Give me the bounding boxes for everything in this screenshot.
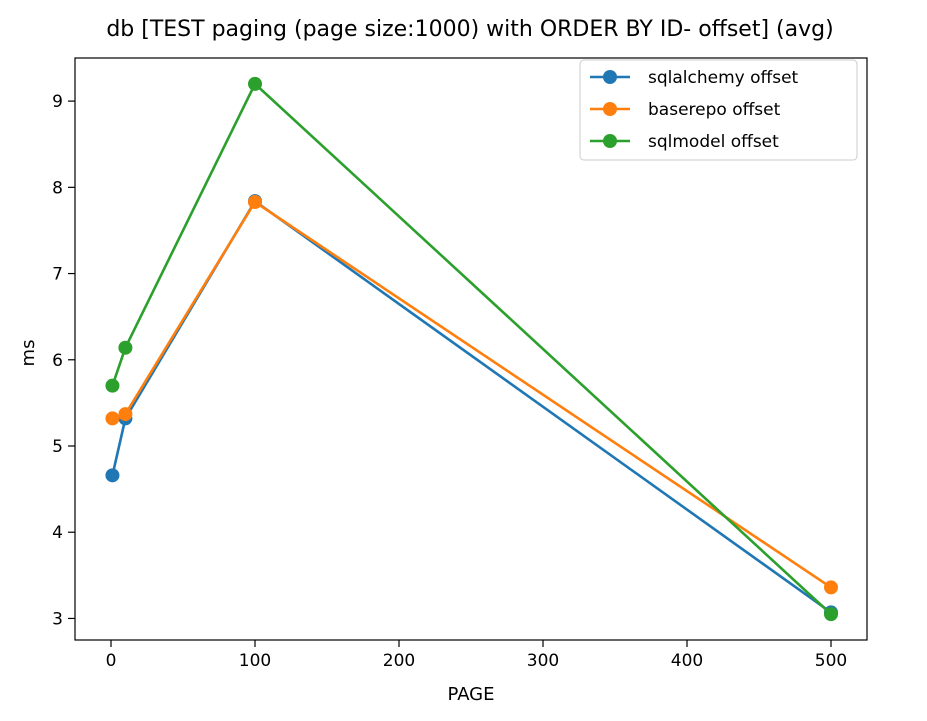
x-tick-label-0: 0	[106, 651, 117, 671]
series-2-point-0	[105, 378, 120, 393]
legend-marker-2	[603, 134, 617, 148]
y-tick-label-5: 8	[52, 178, 63, 198]
y-tick-label-6: 9	[52, 92, 63, 112]
x-tick-label-2: 200	[383, 651, 415, 671]
legend-label-0: sqlalchemy offset	[648, 68, 799, 88]
y-tick-label-1: 4	[52, 523, 63, 543]
x-tick-label-1: 100	[239, 651, 271, 671]
x-tick-label-3: 300	[527, 651, 559, 671]
legend-label-2: sqlmodel offset	[648, 132, 779, 152]
series-1-point-3	[824, 580, 838, 595]
legend-marker-0	[603, 70, 617, 84]
y-axis-label: ms	[18, 340, 39, 367]
legend: sqlalchemy offset baserepo offset sqlmodel…	[579, 59, 858, 161]
chart-title: db [TEST paging (page size:1000) with OR…	[106, 17, 833, 42]
series-1-point-2	[248, 194, 262, 209]
legend-label-1: baserepo offset	[648, 100, 781, 120]
series-1-point-1	[118, 407, 133, 422]
plot-area: 0 100 200 300 400 500 3 4 5 6 7 8 9	[52, 57, 868, 671]
x-tick-label-4: 400	[671, 651, 703, 671]
x-axis-label: PAGE	[447, 684, 494, 705]
axes-frame	[74, 57, 868, 641]
series-2-point-1	[118, 340, 133, 355]
y-tick-label-2: 5	[52, 437, 63, 457]
series-line-2	[111, 82, 832, 616]
series-2-point-2	[248, 76, 262, 91]
y-tick-label-0: 3	[52, 609, 63, 629]
y-tick-label-3: 6	[52, 351, 63, 371]
x-tick-label-5: 500	[815, 651, 847, 671]
y-tick-label-4: 7	[52, 265, 63, 285]
legend-box	[579, 59, 858, 161]
legend-marker-1	[603, 102, 617, 116]
series-1-point-0	[105, 411, 120, 426]
series-0-point-0	[105, 468, 120, 483]
series-2-point-3	[824, 607, 838, 622]
